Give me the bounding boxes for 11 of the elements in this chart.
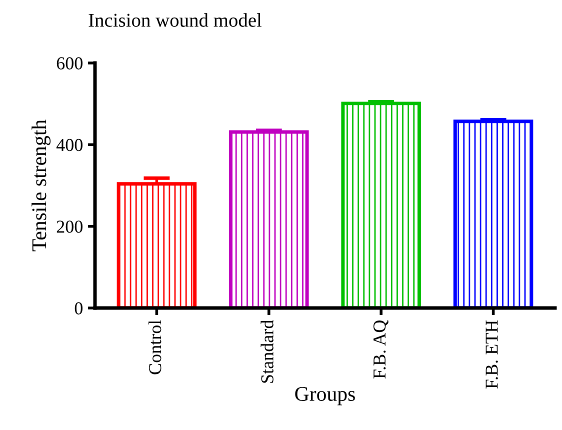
y-tick-label: 0 (74, 302, 83, 314)
x-tick-label: F.B. AQ (373, 320, 388, 379)
x-tick-label: Standard (260, 320, 274, 383)
y-tick-label: 200 (56, 220, 83, 233)
y-axis-title: Tensile strength (32, 120, 51, 252)
y-tick-label: 400 (56, 138, 83, 152)
x-axis-title: Groups (295, 386, 355, 406)
x-tick-label: F.B. ETH (486, 320, 498, 389)
chart-title: Incision wound model (88, 13, 262, 27)
x-tick-label: Control (148, 320, 162, 374)
y-tick-label: 600 (56, 57, 83, 70)
